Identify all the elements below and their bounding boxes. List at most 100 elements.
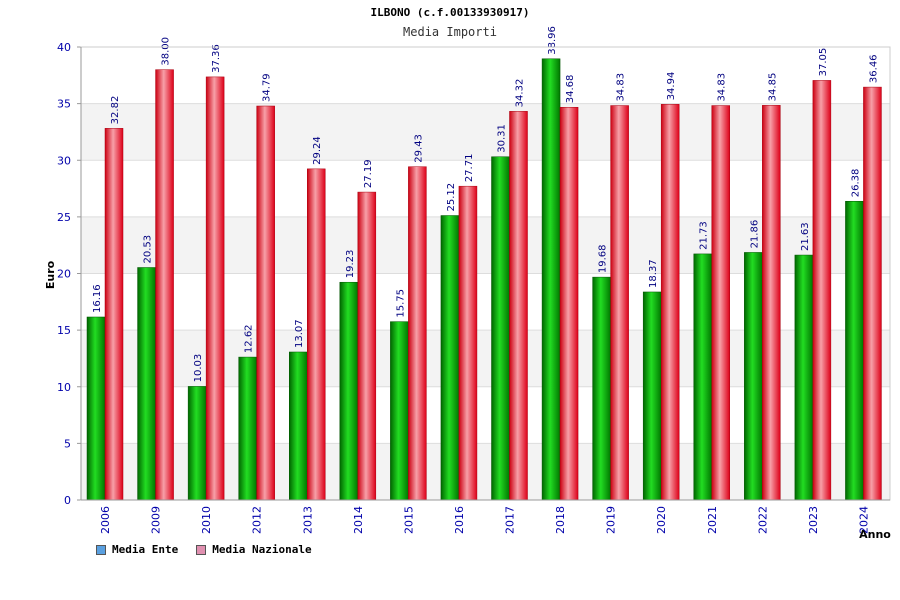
y-tick-label: 30	[57, 154, 71, 167]
legend-label: Media Nazionale	[212, 543, 312, 556]
data-label: 13.07	[294, 319, 305, 348]
bars	[86, 58, 882, 501]
x-tick-label: 2015	[402, 506, 415, 534]
y-tick-label: 25	[57, 211, 71, 224]
legend-label: Media Ente	[112, 543, 179, 556]
data-label: 26.38	[850, 169, 861, 198]
x-tick-label: 2023	[807, 506, 820, 534]
x-tick-label: 2024	[857, 506, 870, 534]
x-tick-label: 2013	[301, 506, 314, 534]
bar-media-ente	[693, 253, 712, 501]
bar-media-ente	[86, 316, 106, 501]
x-tick-label: 2021	[706, 506, 719, 534]
legend: Media Ente Media Nazionale	[96, 543, 312, 556]
bar-media-nazionale	[155, 69, 174, 501]
data-labels: 16.16 32.82 20.53 38.00 10.03 37.36 12.62 34.79…	[92, 26, 879, 382]
data-label: 20.53	[143, 235, 154, 264]
data-label: 27.71	[464, 154, 475, 183]
data-label: 34.83	[616, 73, 627, 102]
data-label: 37.05	[818, 48, 829, 77]
x-tick-label: 2017	[504, 506, 517, 534]
data-label: 32.82	[110, 96, 121, 125]
bar-media-ente	[339, 281, 359, 501]
bar-media-ente	[491, 156, 510, 501]
bar-media-ente	[592, 276, 611, 501]
data-label: 21.63	[800, 222, 811, 251]
bar-media-ente	[744, 252, 763, 501]
data-label: 12.62	[244, 324, 255, 353]
data-label: 25.12	[446, 183, 457, 212]
bar-media-nazionale	[509, 111, 528, 501]
axes: 0 5 10 15 20 25 30 35 40 Euro Anno 2006 2009 2010 2012…	[44, 41, 891, 541]
data-label: 27.19	[363, 159, 374, 188]
bar-media-ente	[440, 215, 460, 501]
bar-media-nazionale	[863, 86, 882, 501]
data-label: 38.96	[547, 26, 558, 55]
chart-title: ILBONO (c.f.00133930917)	[370, 6, 530, 19]
data-label: 21.73	[699, 221, 710, 250]
bar-media-nazionale	[458, 185, 478, 501]
bar-media-nazionale	[256, 105, 275, 501]
data-label: 16.16	[92, 284, 103, 313]
bar-media-ente	[390, 321, 409, 501]
data-label: 34.32	[515, 79, 526, 108]
y-axis-title: Euro	[44, 260, 57, 289]
data-label: 10.03	[193, 354, 204, 383]
bar-media-ente	[541, 58, 561, 501]
bar-media-ente	[794, 254, 814, 501]
bar-media-ente	[289, 351, 308, 501]
bar-media-nazionale	[762, 105, 781, 501]
legend-item-media-nazionale: Media Nazionale	[196, 543, 312, 556]
x-tick-label: 2022	[756, 506, 769, 534]
bar-media-nazionale	[357, 191, 377, 501]
data-label: 15.75	[395, 289, 406, 318]
data-label: 34.68	[565, 75, 576, 104]
x-tick-label: 2016	[453, 506, 466, 534]
data-label: 34.83	[717, 73, 728, 102]
x-tick-label: 2012	[251, 506, 264, 534]
data-label: 29.24	[312, 136, 323, 165]
x-axis-title: Anno	[859, 528, 891, 541]
bar-media-ente	[137, 267, 156, 501]
legend-swatch-icon	[96, 544, 106, 555]
bar-media-nazionale	[559, 106, 579, 501]
bar-media-ente	[187, 386, 207, 501]
x-tick-label: 2014	[352, 506, 365, 534]
x-tick-label: 2020	[655, 506, 668, 534]
data-label: 30.31	[497, 124, 508, 153]
data-label: 34.85	[767, 73, 778, 102]
bar-media-nazionale	[711, 105, 730, 501]
chart-subtitle: Media Importi	[403, 25, 497, 39]
bar-media-nazionale	[307, 168, 326, 501]
data-label: 29.43	[413, 134, 424, 163]
data-label: 34.94	[666, 72, 677, 101]
y-tick-label: 10	[57, 381, 71, 394]
bar-media-nazionale	[610, 105, 629, 501]
legend-swatch-icon	[196, 544, 207, 555]
y-tick-label: 40	[57, 41, 71, 54]
bar-media-nazionale	[660, 104, 680, 501]
y-tick-label: 15	[57, 324, 71, 337]
y-tick-label: 20	[57, 268, 71, 281]
legend-item-media-ente: Media Ente	[96, 543, 178, 556]
data-label: 21.86	[749, 220, 760, 249]
data-label: 19.23	[345, 250, 356, 279]
x-tick-label: 2019	[605, 506, 618, 534]
y-tick-label: 5	[64, 437, 71, 450]
data-label: 34.79	[262, 73, 273, 102]
bar-media-nazionale	[205, 76, 225, 501]
x-tick-label: 2010	[200, 506, 213, 534]
y-tick-label: 0	[64, 494, 71, 507]
data-label: 38.00	[161, 37, 172, 66]
y-tick-label: 35	[57, 98, 71, 111]
x-tick-label: 2009	[150, 506, 163, 534]
bar-media-ente	[238, 356, 257, 501]
bar-media-nazionale	[408, 166, 427, 501]
bar-media-ente	[642, 291, 662, 501]
data-label: 19.68	[598, 244, 609, 273]
bar-media-ente	[845, 200, 864, 501]
data-label: 37.36	[211, 44, 222, 73]
bar-media-nazionale	[104, 128, 124, 501]
x-tick-label: 2018	[554, 506, 567, 534]
